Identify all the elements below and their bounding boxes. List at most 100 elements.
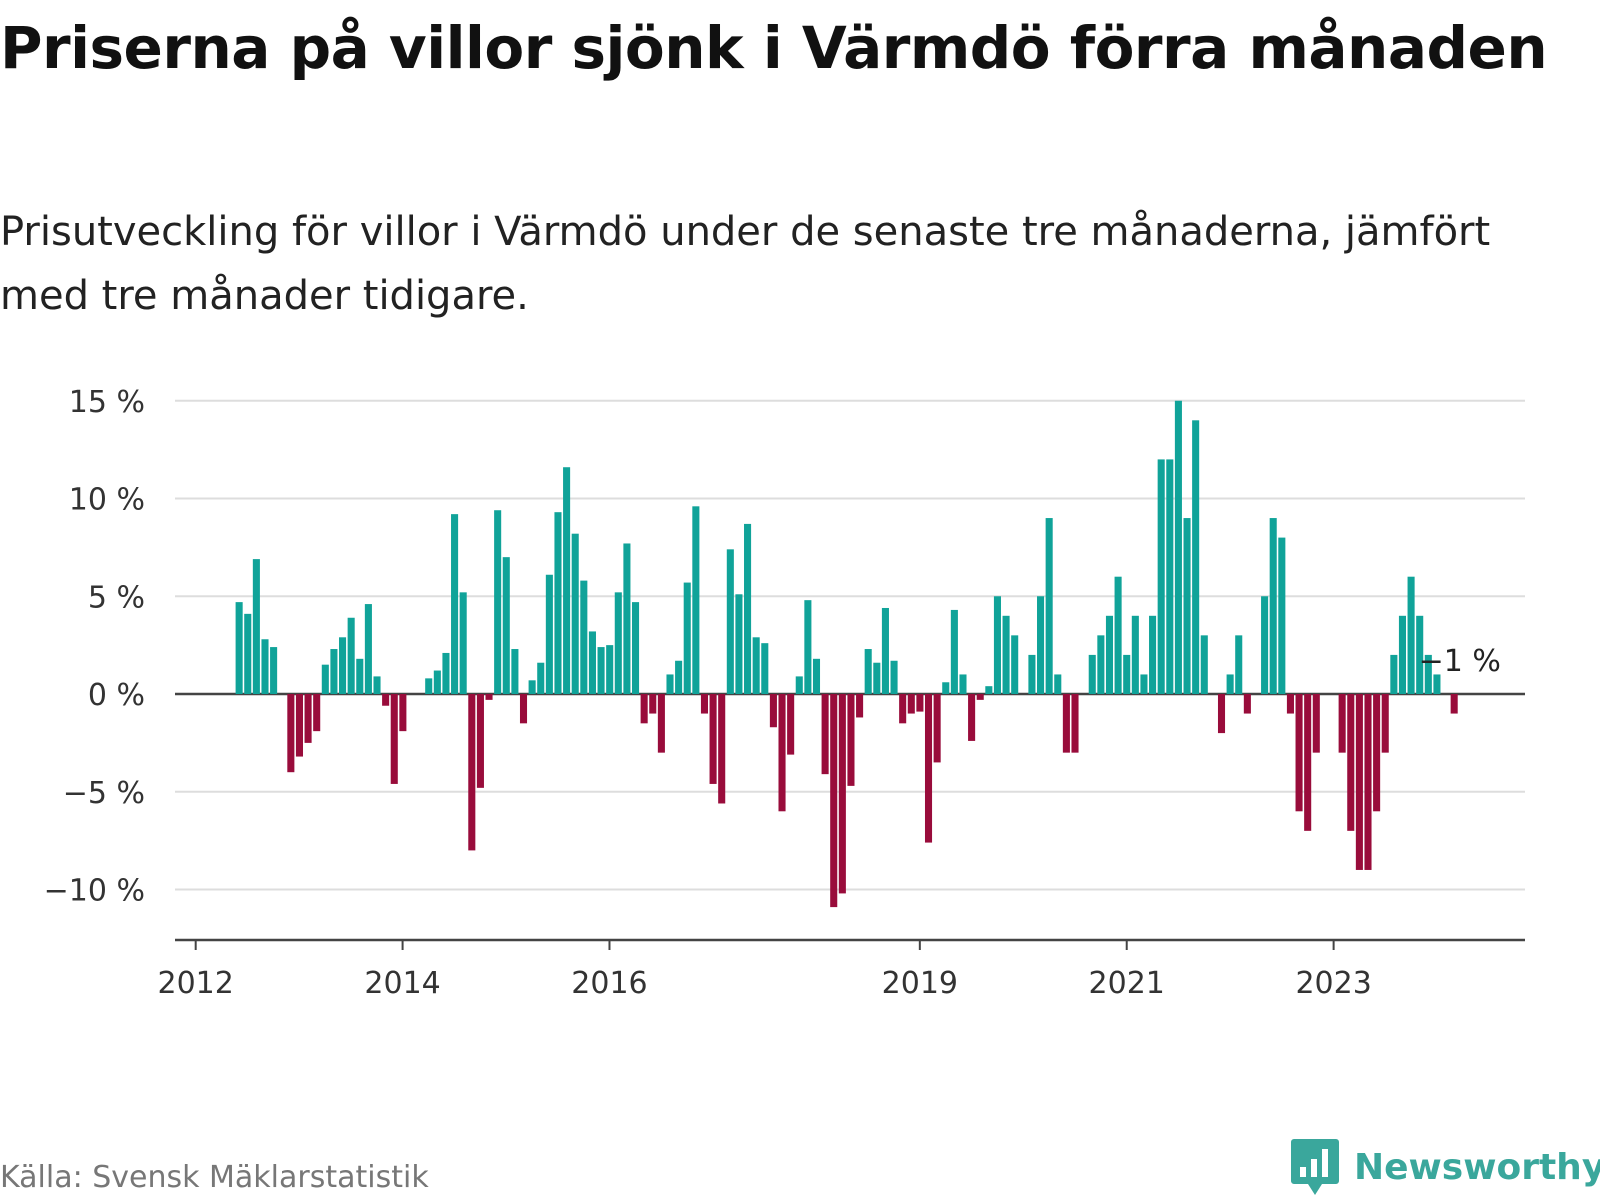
bar [588, 631, 596, 694]
bar [1088, 654, 1096, 694]
bar [666, 674, 674, 694]
bar [1226, 674, 1234, 694]
bar [1269, 518, 1277, 694]
bar [1157, 459, 1165, 694]
bar [1364, 694, 1372, 870]
bar [993, 596, 1001, 694]
bar [804, 600, 812, 694]
bar [459, 592, 467, 694]
y-tick-label: −10 % [44, 874, 145, 909]
bar [295, 694, 303, 757]
bar [649, 694, 657, 714]
bar [1166, 459, 1174, 694]
x-tick-label: 2016 [571, 966, 647, 1001]
bars [235, 400, 1458, 908]
bar [899, 694, 907, 724]
y-tick-label: 5 % [88, 580, 145, 615]
bar [1407, 576, 1415, 694]
bar [1243, 694, 1251, 714]
brand-logo: Newsworthy [1290, 1137, 1600, 1197]
bar [744, 523, 752, 694]
bar [614, 592, 622, 694]
bar [1054, 674, 1062, 694]
x-tick-label: 2012 [158, 966, 234, 1001]
bar [537, 662, 545, 694]
bar [1433, 674, 1441, 694]
bar [1105, 615, 1114, 694]
last-value-label: −1 % [1419, 644, 1501, 679]
bar [1424, 654, 1432, 694]
bar [1071, 694, 1079, 753]
bar [976, 694, 984, 700]
x-tick-label: 2014 [364, 966, 440, 1001]
bar [830, 694, 838, 908]
bar [1149, 615, 1157, 694]
bar [287, 694, 295, 773]
y-tick-label: −5 % [63, 776, 145, 811]
bar [1114, 576, 1122, 694]
bar [1131, 615, 1139, 694]
bar [235, 602, 243, 694]
bar [356, 658, 364, 694]
bar [502, 557, 510, 694]
bar [1062, 694, 1070, 753]
bar [1355, 694, 1363, 870]
source-note: Källa: Svensk Mäklarstatistik [0, 1160, 429, 1195]
bar [476, 694, 484, 788]
bar [451, 514, 459, 694]
bar [1261, 596, 1269, 694]
bar [321, 664, 329, 694]
bar [390, 694, 398, 784]
bar [261, 639, 269, 694]
bar [571, 533, 579, 694]
y-axis: 15 % 10 % 5 % 0 % −5 % −10 % [44, 385, 145, 909]
chart-title: Priserna på villor sjönk i Värmdö förra … [0, 14, 1548, 82]
bar [942, 682, 950, 694]
bar [856, 694, 864, 718]
bar [838, 694, 846, 894]
bar [881, 607, 889, 694]
bar [1390, 654, 1398, 694]
bar [1028, 654, 1036, 694]
bar [950, 609, 958, 694]
bar-chart: 15 % 10 % 5 % 0 % −5 % −10 % 2012 2014 2016 2019… [44, 385, 1525, 1001]
bar [675, 660, 683, 694]
x-axis: 2012 2014 2016 2019 2021 2023 [158, 938, 1525, 1001]
bar [554, 512, 562, 694]
bar [244, 613, 252, 694]
bar [1097, 635, 1105, 694]
bar [1217, 694, 1226, 734]
bar [1140, 674, 1148, 694]
bar [364, 604, 372, 694]
bar [907, 694, 915, 714]
bar [1002, 615, 1010, 694]
bar [640, 694, 648, 724]
bar [700, 694, 709, 714]
bar [580, 580, 588, 694]
bar [1450, 694, 1458, 714]
bar [330, 649, 338, 694]
bar [1286, 694, 1294, 714]
bar [468, 694, 476, 851]
x-tick-label: 2019 [882, 966, 958, 1001]
bar [511, 649, 519, 694]
bar [752, 637, 760, 694]
bar [795, 676, 803, 694]
chart-subtitle: Prisutveckling för villor i Värmdö under… [0, 209, 1491, 319]
bar [718, 694, 726, 804]
bar [373, 676, 381, 694]
x-tick-label: 2023 [1295, 966, 1371, 1001]
bar [433, 670, 441, 694]
bar [545, 574, 553, 694]
bar [1037, 596, 1045, 694]
bar [769, 694, 777, 728]
bar [1373, 694, 1381, 812]
bar [519, 694, 528, 724]
bar [252, 559, 260, 694]
bar [1347, 694, 1355, 831]
bar [1123, 654, 1131, 694]
bar [425, 678, 433, 694]
bar [812, 658, 821, 694]
x-tick-label: 2021 [1089, 966, 1165, 1001]
bar [1278, 537, 1286, 694]
